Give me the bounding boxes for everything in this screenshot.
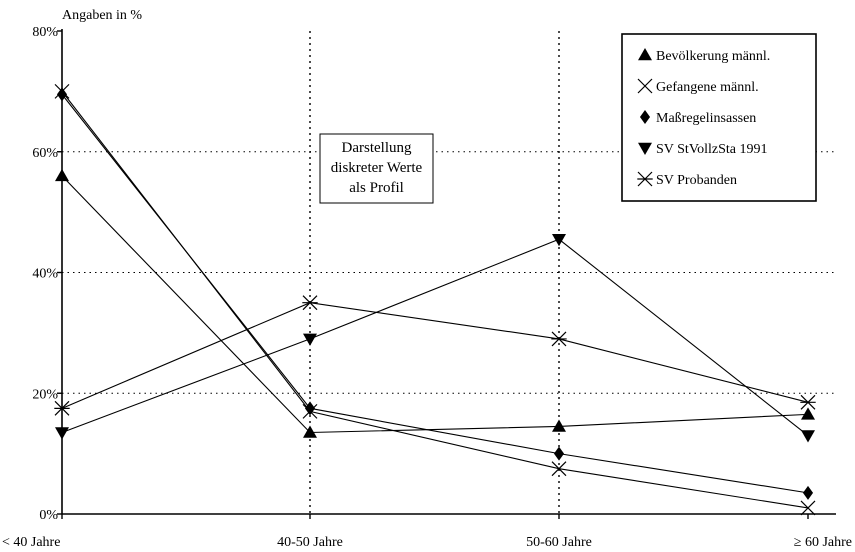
data-point-marker: [801, 407, 815, 420]
data-point-marker: [55, 427, 69, 440]
data-point-marker: [304, 401, 316, 416]
data-point-marker: [553, 446, 565, 461]
x-tick-label: 50-60 Jahre: [526, 535, 592, 550]
y-tick-label: 0%: [39, 508, 58, 523]
x-tick-label: < 40 Jahre: [2, 535, 60, 550]
data-point-marker: [303, 425, 317, 438]
y-tick-label: 80%: [32, 25, 58, 40]
data-point-marker: [56, 87, 68, 102]
data-point-marker: [55, 168, 69, 182]
data-point-marker: [302, 295, 318, 311]
x-tick-label: ≥ 60 Jahre: [794, 535, 852, 550]
y-tick-label: 20%: [32, 387, 58, 402]
y-tick-label: 60%: [32, 146, 58, 161]
legend-label: Maßregelinsassen: [656, 111, 756, 126]
annotation-box: Darstellung diskreter Werte als Profil: [319, 133, 434, 204]
legend: Bevölkerung männl. Gefangene männl. Maßreg…: [621, 33, 817, 202]
data-point-marker: [800, 500, 816, 516]
legend-marker: [637, 171, 653, 187]
series-line: [61, 94, 809, 494]
data-point-marker: [54, 400, 70, 416]
annotation-line-1: Darstellung: [342, 140, 412, 156]
data-point-marker: [801, 430, 815, 443]
data-point-marker: [303, 333, 317, 346]
annotation-line-3: als Profil: [349, 180, 404, 196]
data-point-marker: [552, 234, 566, 247]
y-tick-label: 40%: [32, 267, 58, 282]
data-point-marker: [551, 331, 567, 347]
data-point-marker: [551, 461, 567, 477]
data-point-marker: [802, 485, 814, 500]
legend-label: Gefangene männl.: [656, 80, 759, 95]
x-tick-label: 40-50 Jahre: [277, 535, 343, 550]
series-line: [61, 302, 809, 409]
data-point-marker: [552, 419, 566, 432]
legend-marker: [638, 142, 652, 155]
y-tick-labels: 0% 20% 40% 60% 80%: [32, 25, 58, 523]
legend-label: Bevölkerung männl.: [656, 49, 770, 64]
annotation-line-2: diskreter Werte: [331, 160, 423, 176]
x-tick-labels: < 40 Jahre 40-50 Jahre 50-60 Jahre ≥ 60 Jah…: [2, 535, 852, 550]
data-point-marker: [800, 394, 816, 410]
series-line: [61, 175, 809, 434]
legend-label: SV StVollzSta 1991: [656, 142, 768, 157]
legend-marker: [639, 110, 651, 124]
legend-marker: [637, 78, 653, 94]
legend-label: SV Probanden: [656, 173, 737, 188]
legend-marker: [638, 48, 652, 61]
series-line: [61, 238, 809, 436]
series-markers: [54, 83, 816, 516]
series-lines: [61, 91, 809, 509]
y-axis-label: Angaben in %: [62, 8, 142, 23]
